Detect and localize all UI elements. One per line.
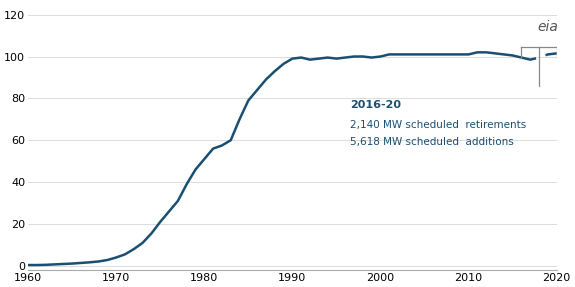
Text: 5,618 MW scheduled  additions: 5,618 MW scheduled additions (350, 137, 513, 147)
Text: 2016-20: 2016-20 (350, 100, 401, 110)
Text: eia: eia (537, 20, 558, 34)
Text: 2,140 MW scheduled  retirements: 2,140 MW scheduled retirements (350, 120, 526, 130)
